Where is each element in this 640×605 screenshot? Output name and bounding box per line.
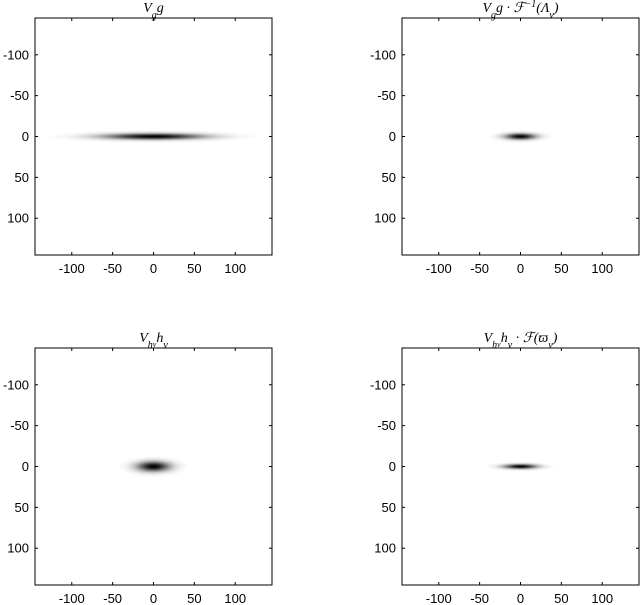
- y-tick-label: 50: [382, 170, 396, 185]
- y-tick-label: -100: [3, 47, 29, 62]
- heatmap-panel-2: -100 -50 0 50 100 -100 -50 0 50 100 Vgg · ℱ−1(Λν): [370, 0, 640, 276]
- x-tick-label: 100: [224, 591, 246, 605]
- y-tick-label: 0: [22, 129, 29, 144]
- x-tick-label: 100: [591, 261, 613, 276]
- x-tick-label: 0: [150, 591, 157, 605]
- x-tick-label: -100: [426, 261, 452, 276]
- y-tick-label: 0: [22, 459, 29, 474]
- x-tick-label: -50: [470, 261, 489, 276]
- heatmap-blob: [119, 455, 188, 478]
- x-tick-label: 50: [554, 261, 568, 276]
- x-tick-label: -100: [59, 261, 85, 276]
- y-tick-label: 100: [7, 541, 29, 556]
- y-tick-label: 50: [15, 500, 29, 515]
- x-tick-label: 0: [517, 261, 524, 276]
- x-tick-label: 50: [187, 591, 201, 605]
- x-tick-label: -100: [426, 591, 452, 605]
- x-tick-label: 50: [187, 261, 201, 276]
- heatmap-panel-1: -100 -50 0 50 100 -100 -50 0 50 100 Vgg: [3, 1, 273, 276]
- x-tick-label: 0: [517, 591, 524, 605]
- x-tick-label: -50: [103, 591, 122, 605]
- y-tick-label: -50: [10, 418, 29, 433]
- heatmap-blob: [486, 461, 555, 472]
- chart-title: Vhνhν: [139, 331, 168, 351]
- heatmap-panel-4: -100 -50 0 50 100 -100 -50 0 50 100 Vhνhν · ℱ(ϖν): [370, 331, 640, 605]
- x-tick-label: -50: [103, 261, 122, 276]
- x-tick-label: 100: [591, 591, 613, 605]
- y-tick-label: -50: [377, 418, 396, 433]
- x-tick-label: 50: [554, 591, 568, 605]
- chart-title: Vgg: [143, 1, 164, 21]
- heatmap-blob: [50, 130, 257, 143]
- chart-title: Vhνhν · ℱ(ϖν): [484, 331, 558, 351]
- x-tick-label: 0: [150, 261, 157, 276]
- y-tick-label: -100: [370, 377, 396, 392]
- x-tick-label: -50: [470, 591, 489, 605]
- x-tick-label: -100: [59, 591, 85, 605]
- y-tick-label: 0: [389, 459, 396, 474]
- heatmap-blob: [488, 130, 553, 143]
- y-tick-label: 100: [7, 211, 29, 226]
- y-tick-label: -100: [370, 47, 396, 62]
- y-tick-label: 100: [374, 211, 396, 226]
- x-tick-label: 100: [224, 261, 246, 276]
- chart-title: Vgg · ℱ−1(Λν): [482, 0, 558, 21]
- y-tick-label: -50: [377, 88, 396, 103]
- heatmap-panel-3: -100 -50 0 50 100 -100 -50 0 50 100 Vhνhν: [3, 331, 273, 605]
- y-tick-label: 50: [382, 500, 396, 515]
- y-tick-label: -50: [10, 88, 29, 103]
- y-tick-label: 100: [374, 541, 396, 556]
- y-tick-label: -100: [3, 377, 29, 392]
- y-tick-label: 0: [389, 129, 396, 144]
- y-tick-label: 50: [15, 170, 29, 185]
